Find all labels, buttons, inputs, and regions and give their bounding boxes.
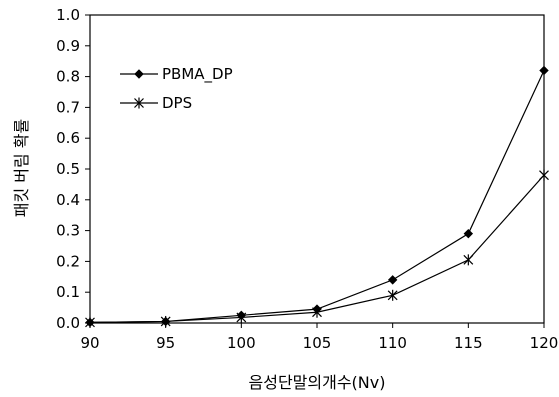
y-tick-label: 0.5: [56, 160, 80, 178]
data-point: [539, 169, 549, 181]
legend-item: DPS: [120, 94, 192, 112]
x-tick-label: 120: [530, 334, 559, 352]
data-point: [160, 315, 171, 327]
y-axis-title: 패킷 버림 확률: [12, 119, 31, 218]
x-axis-title: 음성단말의개수(Nv): [249, 373, 386, 392]
x-tick-label: 100: [227, 334, 256, 352]
x-tick-label: 115: [454, 334, 483, 352]
data-point: [312, 306, 322, 318]
legend-label: PBMA_DP: [162, 65, 233, 84]
data-point: [85, 316, 95, 328]
series-pbma-dp: [85, 65, 549, 328]
y-tick-label: 0.7: [56, 98, 80, 116]
data-point: [387, 275, 398, 285]
data-point: [463, 254, 474, 266]
data-point: [463, 228, 474, 239]
x-tick-label: 90: [80, 334, 99, 352]
y-axis-ticks: 0.0 0.1 0.2 0.3 0.4 0.5 0.6 0.7 0.8 0.9 1.0: [56, 6, 90, 332]
x-axis-ticks: 90 95 100 105 110 115 120: [80, 323, 558, 352]
series-line: [89, 70, 545, 323]
y-tick-label: 0.3: [56, 222, 80, 240]
legend-item: PBMA_DP: [120, 65, 233, 84]
data-point: [134, 69, 144, 79]
data-point: [539, 65, 549, 76]
data-point: [387, 289, 398, 301]
y-tick-label: 0.1: [56, 283, 80, 301]
series-dps: [85, 169, 549, 328]
x-tick-label: 95: [156, 334, 175, 352]
plot-area-frame: [89, 14, 545, 324]
y-tick-label: 0.8: [56, 68, 80, 86]
legend: PBMA_DP DPS: [120, 65, 233, 112]
y-tick-label: 1.0: [56, 6, 80, 24]
series-layer: [85, 65, 549, 328]
y-tick-label: 0.4: [56, 191, 80, 209]
y-tick-label: 0.2: [56, 252, 80, 270]
data-point: [236, 311, 247, 323]
y-tick-label: 0.9: [56, 37, 80, 55]
x-tick-label: 110: [378, 334, 407, 352]
series-line: [89, 174, 545, 323]
legend-label: DPS: [162, 94, 192, 112]
x-tick-label: 105: [303, 334, 332, 352]
y-tick-label: 0.6: [56, 129, 80, 147]
y-tick-label: 0.0: [56, 314, 80, 332]
data-point: [134, 97, 144, 109]
